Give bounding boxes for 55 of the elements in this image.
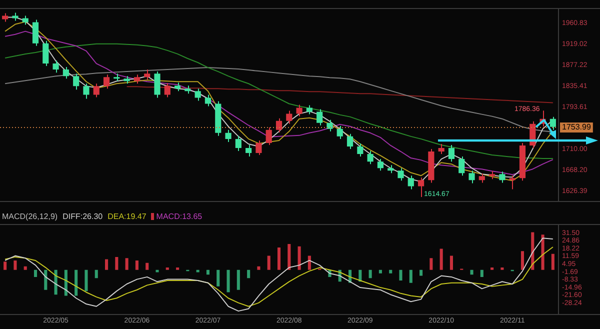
- candlestick: [225, 129, 232, 142]
- legend-label: MACD:13.65: [155, 212, 202, 221]
- bar: [105, 259, 108, 270]
- bar: [115, 256, 118, 270]
- bar: [257, 266, 260, 270]
- bar: [450, 256, 453, 270]
- bar: [277, 248, 281, 270]
- bar: [520, 251, 524, 270]
- bar: [430, 258, 433, 270]
- candlestick: [154, 71, 160, 98]
- bar: [94, 270, 98, 278]
- bar: [44, 270, 48, 290]
- text: DIFF:26.30: [62, 212, 103, 221]
- bar: [298, 246, 301, 270]
- text: DEA:19.47: [108, 212, 146, 221]
- bar: [226, 270, 230, 292]
- bar: [24, 266, 27, 270]
- candlestick: [12, 12, 18, 22]
- candlestick: [296, 104, 302, 117]
- bar: [541, 234, 544, 270]
- bar: [551, 254, 554, 270]
- candlestick: [2, 12, 8, 22]
- bar: [308, 256, 311, 270]
- bar: [135, 260, 138, 270]
- bar: [236, 270, 240, 290]
- bar: [267, 256, 270, 270]
- candlestick: [468, 170, 475, 184]
- candlestick: [83, 83, 90, 100]
- bar: [470, 270, 474, 275]
- bar: [156, 270, 159, 272]
- bar: [34, 270, 38, 277]
- bar: [4, 262, 7, 270]
- bar: [409, 270, 412, 283]
- bar: [247, 270, 250, 278]
- bar: [440, 248, 443, 270]
- bar: [378, 270, 382, 274]
- bar: [125, 258, 128, 270]
- bar: [74, 270, 78, 296]
- bar: [14, 260, 17, 270]
- bar: [288, 244, 291, 270]
- bar: [146, 262, 149, 270]
- bar: [480, 270, 484, 277]
- chart-title: MACD(26,12,9): [2, 212, 58, 221]
- bar: [206, 270, 210, 275]
- ref-line-label: 1753.99: [562, 122, 592, 132]
- bar: [389, 270, 392, 274]
- bar: [531, 232, 534, 270]
- candlestick: [398, 168, 404, 182]
- bar: [84, 270, 88, 292]
- bar: [64, 270, 68, 296]
- bar: [420, 270, 423, 276]
- bar: [399, 270, 402, 280]
- candlestick: [256, 140, 262, 156]
- bar: [216, 270, 220, 286]
- bar: [368, 270, 372, 278]
